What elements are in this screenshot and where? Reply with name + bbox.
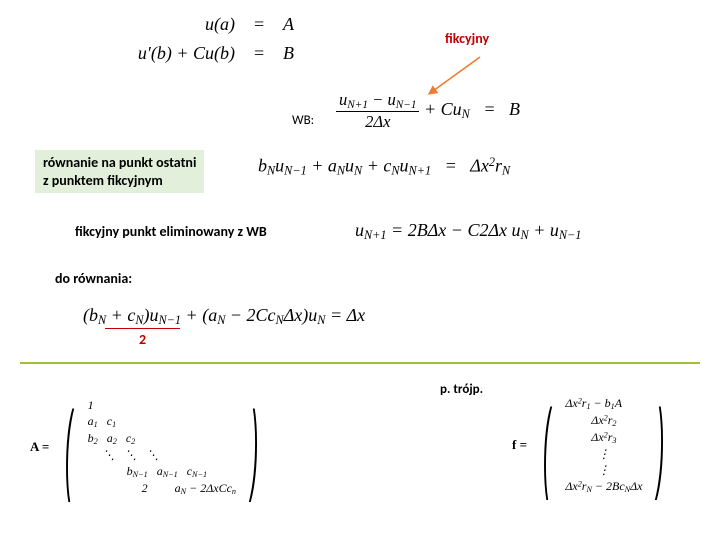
- bc-1-lhs: u(a): [75, 10, 247, 39]
- eq-last-point: bNuN−1 + aNuN + cNuN+1 = Δx2rN: [258, 155, 510, 179]
- underline-bar: [105, 328, 180, 329]
- green-highlight-box: równanie na punkt ostatni z punktem fikc…: [35, 150, 204, 193]
- label-do-rownania: do równania:: [55, 270, 132, 287]
- bc-2-rhs: B: [271, 39, 294, 68]
- matrix-A-name: A =: [30, 439, 52, 455]
- eq-wb-rhs: B: [509, 99, 520, 119]
- matrix-f-body: Δx2r1 − b1A Δx2r2 Δx2r3 ⋮ ⋮ Δx2rN − 2BcN…: [563, 395, 644, 496]
- label-fikcyjny: fikcyjny: [445, 30, 489, 47]
- paren-left-icon: (: [65, 420, 72, 475]
- matrix-f-name: f =: [512, 437, 530, 453]
- underline-two: 2: [105, 328, 180, 348]
- eq-wb-tail: + CuN: [424, 99, 470, 119]
- green-line-1: równanie na punkt ostatni: [43, 154, 196, 172]
- label-trojp: p. trójp.: [440, 382, 483, 397]
- paren-right-icon: ): [657, 418, 664, 473]
- eq-final: (bN + cN)uN−1 + (aN − 2CcNΔx)uN = Δx: [83, 305, 365, 328]
- horizontal-rule: [20, 362, 700, 364]
- label-eliminated: fikcyjny punkt eliminowany z WB: [75, 223, 267, 240]
- boundary-conditions: u(a) = A u′(b) + Cu(b) = B: [75, 10, 294, 68]
- slide: u(a) = A u′(b) + Cu(b) = B fikcyjny WB: …: [20, 10, 700, 530]
- eq-wb: uN+1 − uN−1 2Δx + CuN = B: [336, 90, 520, 132]
- bc-2-lhs: u′(b) + Cu(b): [75, 39, 247, 68]
- arrow-icon: [425, 55, 495, 95]
- label-wb: WB:: [292, 113, 314, 128]
- matrix-f: f = ( Δx2r1 − b1A Δx2r2 Δx2r3 ⋮ ⋮ Δx2rN …: [512, 395, 678, 496]
- paren-right-icon: ): [251, 420, 258, 475]
- paren-left-icon: (: [543, 418, 550, 473]
- underline-label-2: 2: [105, 331, 180, 348]
- equals-sign: =: [247, 10, 271, 39]
- bc-1: u(a) = A: [75, 10, 294, 39]
- matrix-A-body: 1 a1 c1 b2 a2 c2 ⋱ ⋱ ⋱ bN−1 aN−1 cN−1 2 …: [86, 397, 238, 498]
- eq-elimination: uN+1 = 2BΔx − C2Δx uN + uN−1: [355, 220, 581, 243]
- green-line-2: z punktem fikcyjnym: [43, 172, 196, 190]
- bc-1-rhs: A: [271, 10, 294, 39]
- eq-wb-frac: uN+1 − uN−1 2Δx: [336, 90, 419, 132]
- equals-sign: =: [247, 39, 271, 68]
- bc-2: u′(b) + Cu(b) = B: [75, 39, 294, 68]
- matrix-A: A = ( 1 a1 c1 b2 a2 c2 ⋱ ⋱ ⋱ bN−1 aN−1 c…: [30, 397, 271, 498]
